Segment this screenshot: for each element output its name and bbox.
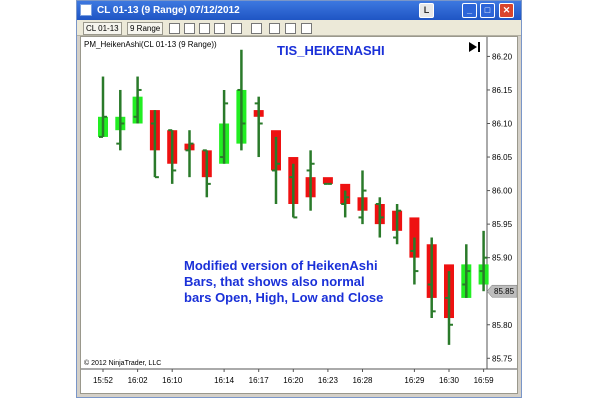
play-icon[interactable] bbox=[469, 42, 480, 52]
pencil-icon[interactable] bbox=[184, 23, 195, 34]
data-box-icon[interactable] bbox=[269, 23, 280, 34]
current-price-label: 85.85 bbox=[494, 287, 515, 296]
instrument-selector[interactable]: CL 01-13 bbox=[83, 22, 122, 35]
time-tick-label: 16:29 bbox=[404, 376, 425, 385]
overlay-title: TIS_HEIKENASHI bbox=[277, 43, 385, 58]
heikenashi-candle bbox=[322, 177, 333, 184]
annotation-line-3: bars Open, High, Low and Close bbox=[184, 290, 383, 305]
chart-toolbar: CL 01-13 9 Range bbox=[77, 20, 521, 36]
close-button[interactable]: ✕ bbox=[499, 3, 514, 18]
zoom-icon[interactable] bbox=[231, 23, 242, 34]
price-tick-label: 85.95 bbox=[492, 220, 513, 229]
time-tick-label: 15:52 bbox=[93, 376, 114, 385]
maximize-button[interactable]: □ bbox=[480, 3, 495, 18]
price-tick-label: 86.05 bbox=[492, 153, 513, 162]
price-tick-label: 86.10 bbox=[492, 120, 513, 129]
time-tick-label: 16:28 bbox=[352, 376, 373, 385]
link-button[interactable]: L bbox=[419, 3, 434, 18]
price-tick-label: 86.00 bbox=[492, 187, 513, 196]
share-icon[interactable] bbox=[301, 23, 312, 34]
price-tick-label: 85.80 bbox=[492, 321, 513, 330]
minimize-button[interactable]: _ bbox=[462, 3, 477, 18]
copyright-text: © 2012 NinjaTrader, LLC bbox=[84, 359, 161, 367]
price-tick-label: 85.90 bbox=[492, 254, 513, 263]
price-tick-label: 86.15 bbox=[492, 86, 513, 95]
current-price-marker: 85.85 bbox=[486, 284, 517, 298]
price-tick-label: 86.20 bbox=[492, 52, 513, 61]
price-tick-label: 85.75 bbox=[492, 354, 513, 363]
print-icon[interactable] bbox=[285, 23, 296, 34]
time-tick-label: 16:30 bbox=[439, 376, 460, 385]
time-tick-label: 16:14 bbox=[214, 376, 235, 385]
crosshair-icon[interactable] bbox=[199, 23, 210, 34]
interval-selector[interactable]: 9 Range bbox=[127, 22, 164, 35]
time-tick-label: 16:23 bbox=[318, 376, 339, 385]
time-tick-label: 16:17 bbox=[249, 376, 270, 385]
chart-window: CL 01-13 (9 Range) 07/12/2012 L _ □ ✕ CL… bbox=[76, 0, 522, 398]
app-icon bbox=[80, 4, 92, 16]
properties-icon[interactable] bbox=[251, 23, 262, 34]
time-tick-label: 16:20 bbox=[283, 376, 304, 385]
bar-type-icon[interactable] bbox=[169, 23, 180, 34]
indicator-label: PM_HeikenAshi(CL 01-13 (9 Range)) bbox=[84, 40, 217, 49]
time-tick-label: 16:02 bbox=[128, 376, 149, 385]
time-tick-label: 16:59 bbox=[474, 376, 495, 385]
title-bar[interactable]: CL 01-13 (9 Range) 07/12/2012 L _ □ ✕ bbox=[77, 1, 521, 20]
time-tick-label: 16:10 bbox=[162, 376, 183, 385]
price-chart[interactable]: 86.20 86.15 86.10 86.05 86.00 85.95 85.90 85.85… bbox=[81, 37, 517, 393]
annotation-line-2: Bars, that shows also normal bbox=[184, 274, 365, 289]
window-title: CL 01-13 (9 Range) 07/12/2012 bbox=[97, 5, 240, 16]
cursor-icon[interactable] bbox=[214, 23, 225, 34]
annotation-line-1: Modified version of HeikenAshi bbox=[184, 258, 378, 273]
chart-panel[interactable]: 86.20 86.15 86.10 86.05 86.00 85.95 85.90 85.85… bbox=[80, 36, 518, 394]
